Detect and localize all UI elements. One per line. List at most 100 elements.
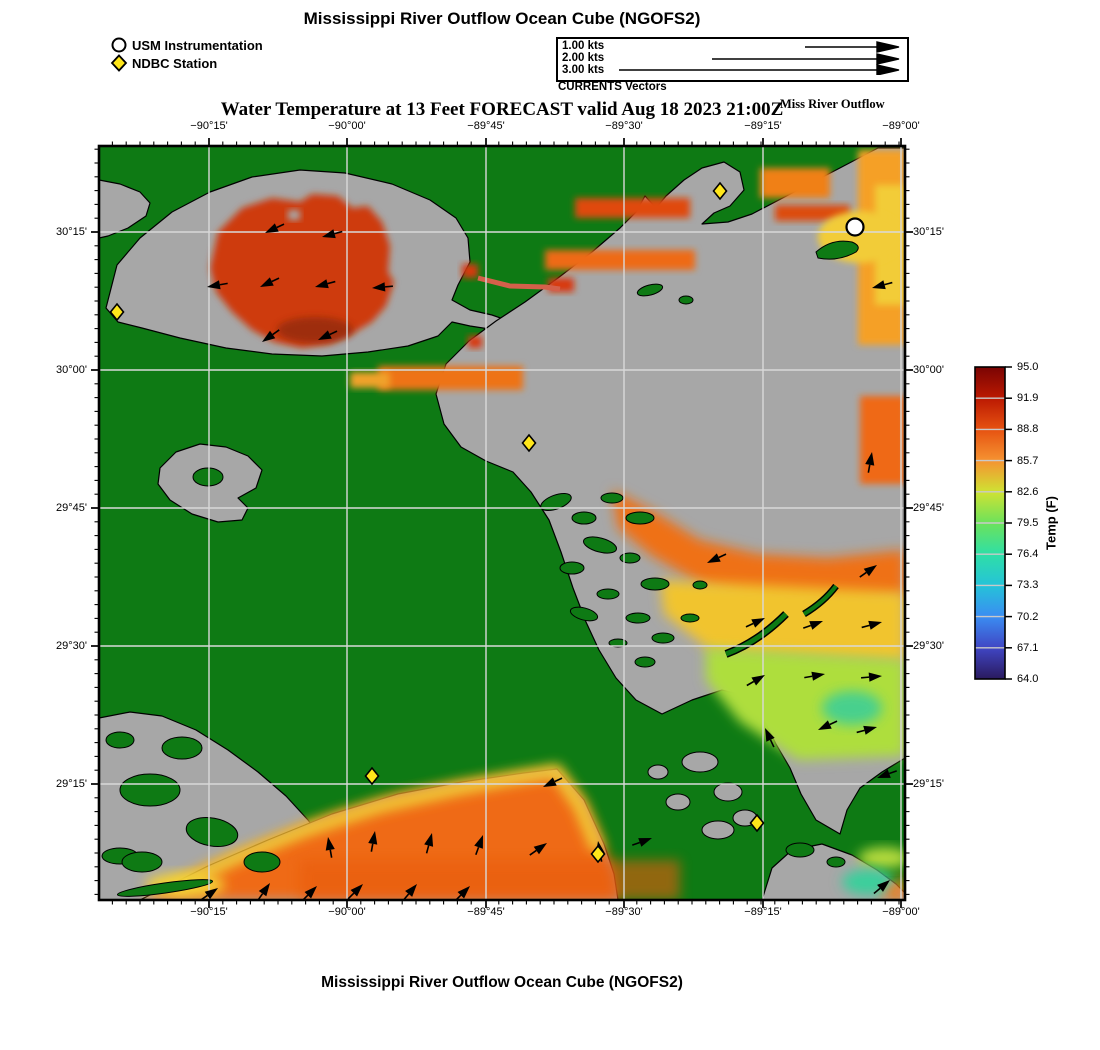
usm-circle-icon — [111, 37, 127, 53]
lon-label-bot-2: −89°45' — [467, 906, 505, 918]
ndbc-station-marker — [712, 181, 728, 201]
colorbar-tick-label: 88.8 — [1017, 423, 1039, 436]
lat-label-right-2: 29°45' — [913, 502, 944, 514]
current-vector-arrow — [802, 621, 823, 630]
colorbar-ticks — [975, 366, 1012, 680]
current-vector-arrow — [207, 280, 228, 290]
colorbar-tick-label: 73.3 — [1017, 579, 1039, 592]
colorbar — [974, 366, 1012, 680]
lon-label-bot-3: −89°30' — [605, 906, 643, 918]
colorbar-tick-label: 79.5 — [1017, 517, 1039, 529]
lon-label-bot-0: −90°15' — [190, 906, 228, 918]
lon-label-top-4: −89°15' — [744, 120, 782, 132]
colorbar-tick-label: 95.0 — [1017, 361, 1039, 373]
lon-label-bot-1: −90°00' — [328, 906, 366, 918]
ndbc-station-marker — [749, 813, 765, 833]
colorbar-tick-label: 85.7 — [1017, 454, 1039, 467]
lat-label-left-3: 29°30' — [56, 640, 87, 652]
islands — [101, 240, 859, 897]
lon-label-top-1: −90°00' — [328, 120, 366, 132]
current-vector-arrow — [529, 843, 547, 856]
currents-scale-box: 1.00 kts 2.00 kts 3.00 kts — [556, 37, 909, 82]
map-field — [99, 146, 905, 900]
legend-row-ndbc: NDBC Station — [110, 54, 263, 72]
lat-label-left-1: 30°00' — [56, 364, 87, 376]
colorbar-tick-label: 82.6 — [1017, 485, 1039, 498]
current-vector-arrow — [859, 565, 877, 578]
current-vector-arrow — [865, 452, 875, 473]
lon-label-top-2: −89°45' — [467, 120, 505, 132]
lat-label-right-0: 30°15' — [913, 226, 944, 238]
current-vector-arrow — [745, 618, 765, 628]
bottom-title: Mississippi River Outflow Ocean Cube (NG… — [321, 974, 683, 991]
ndbc-station-marker — [521, 433, 537, 453]
current-vector-arrow — [818, 720, 838, 730]
current-vector-arrow — [474, 835, 483, 856]
current-vector-arrow — [260, 277, 280, 287]
current-vector-arrow — [873, 880, 890, 895]
currents-scale-3: 3.00 kts — [562, 64, 605, 76]
station-markers — [109, 181, 865, 864]
colorbar-axis-label: Temp (F) — [1043, 496, 1059, 550]
ndbc-diamond-icon — [110, 54, 128, 72]
current-vector-arrow — [265, 223, 285, 233]
delta-inlets — [647, 751, 758, 840]
current-vector-arrow — [262, 329, 280, 342]
lon-label-top-0: −90°15' — [190, 120, 228, 132]
colorbar-tick-label: 67.1 — [1017, 641, 1039, 654]
currents-scale-2: 2.00 kts — [562, 52, 605, 64]
lon-label-bot-5: −89°00' — [882, 906, 920, 918]
current-vector-arrow — [707, 553, 727, 563]
current-vector-arrow — [347, 884, 363, 900]
lat-label-right-4: 29°15' — [913, 778, 944, 790]
marker-legend: USM Instrumentation NDBC Station — [110, 36, 263, 72]
current-vector-arrows — [200, 223, 898, 900]
forecast-subtitle: Water Temperature at 13 Feet FORECAST va… — [220, 99, 784, 120]
current-vector-arrow — [368, 831, 378, 852]
current-vector-arrow — [322, 229, 343, 239]
lon-label-top-5: −89°00' — [882, 120, 920, 132]
current-vector-arrow — [318, 330, 338, 340]
lat-label-left-4: 29°15' — [56, 778, 87, 790]
usm-legend-label: USM Instrumentation — [132, 37, 263, 53]
colorbar-tick-label: 64.0 — [1017, 673, 1039, 685]
lat-label-left-0: 30°15' — [56, 226, 87, 238]
current-vector-arrow — [856, 725, 877, 735]
current-vector-arrow — [804, 671, 825, 681]
currents-scale-arrows — [619, 41, 900, 75]
current-vector-arrow — [872, 280, 893, 290]
usm-station-marker — [845, 217, 865, 237]
current-vector-arrow — [424, 833, 434, 854]
current-vector-arrow — [372, 282, 393, 292]
currents-scale-1: 1.00 kts — [562, 40, 605, 52]
ndbc-legend-label: NDBC Station — [132, 55, 218, 71]
lat-label-right-1: 30°00' — [913, 364, 944, 376]
current-vector-arrow — [325, 837, 335, 858]
current-vector-arrow — [877, 769, 898, 778]
colorbar-tick-label: 76.4 — [1017, 548, 1039, 561]
marsh-ponds — [105, 467, 281, 873]
legend-row-usm: USM Instrumentation — [110, 36, 263, 54]
ndbc-station-marker — [109, 302, 125, 322]
lon-label-bot-4: −89°15' — [744, 906, 782, 918]
current-vector-arrow — [746, 675, 765, 687]
colorbar-tick-label: 70.2 — [1017, 610, 1039, 623]
current-vector-arrow — [861, 620, 882, 630]
graticule — [99, 146, 905, 900]
current-vector-arrow — [631, 838, 652, 847]
region-note: Miss River Outflow — [780, 97, 885, 111]
page-title: Mississippi River Outflow Ocean Cube (NG… — [303, 9, 701, 28]
ndbc-station-marker — [364, 766, 380, 786]
ndbc-station-marker — [590, 844, 606, 864]
lat-label-right-3: 29°30' — [913, 640, 944, 652]
map-frame — [97, 144, 907, 902]
axis-ticks — [91, 138, 913, 908]
lon-label-top-3: −89°30' — [605, 120, 643, 132]
current-vector-arrow — [765, 728, 775, 748]
lat-label-left-2: 29°45' — [56, 502, 87, 514]
currents-caption: CURRENTS Vectors — [558, 81, 667, 93]
colorbar-tick-label: 91.9 — [1017, 392, 1039, 405]
chandeleur-islands — [724, 583, 839, 658]
